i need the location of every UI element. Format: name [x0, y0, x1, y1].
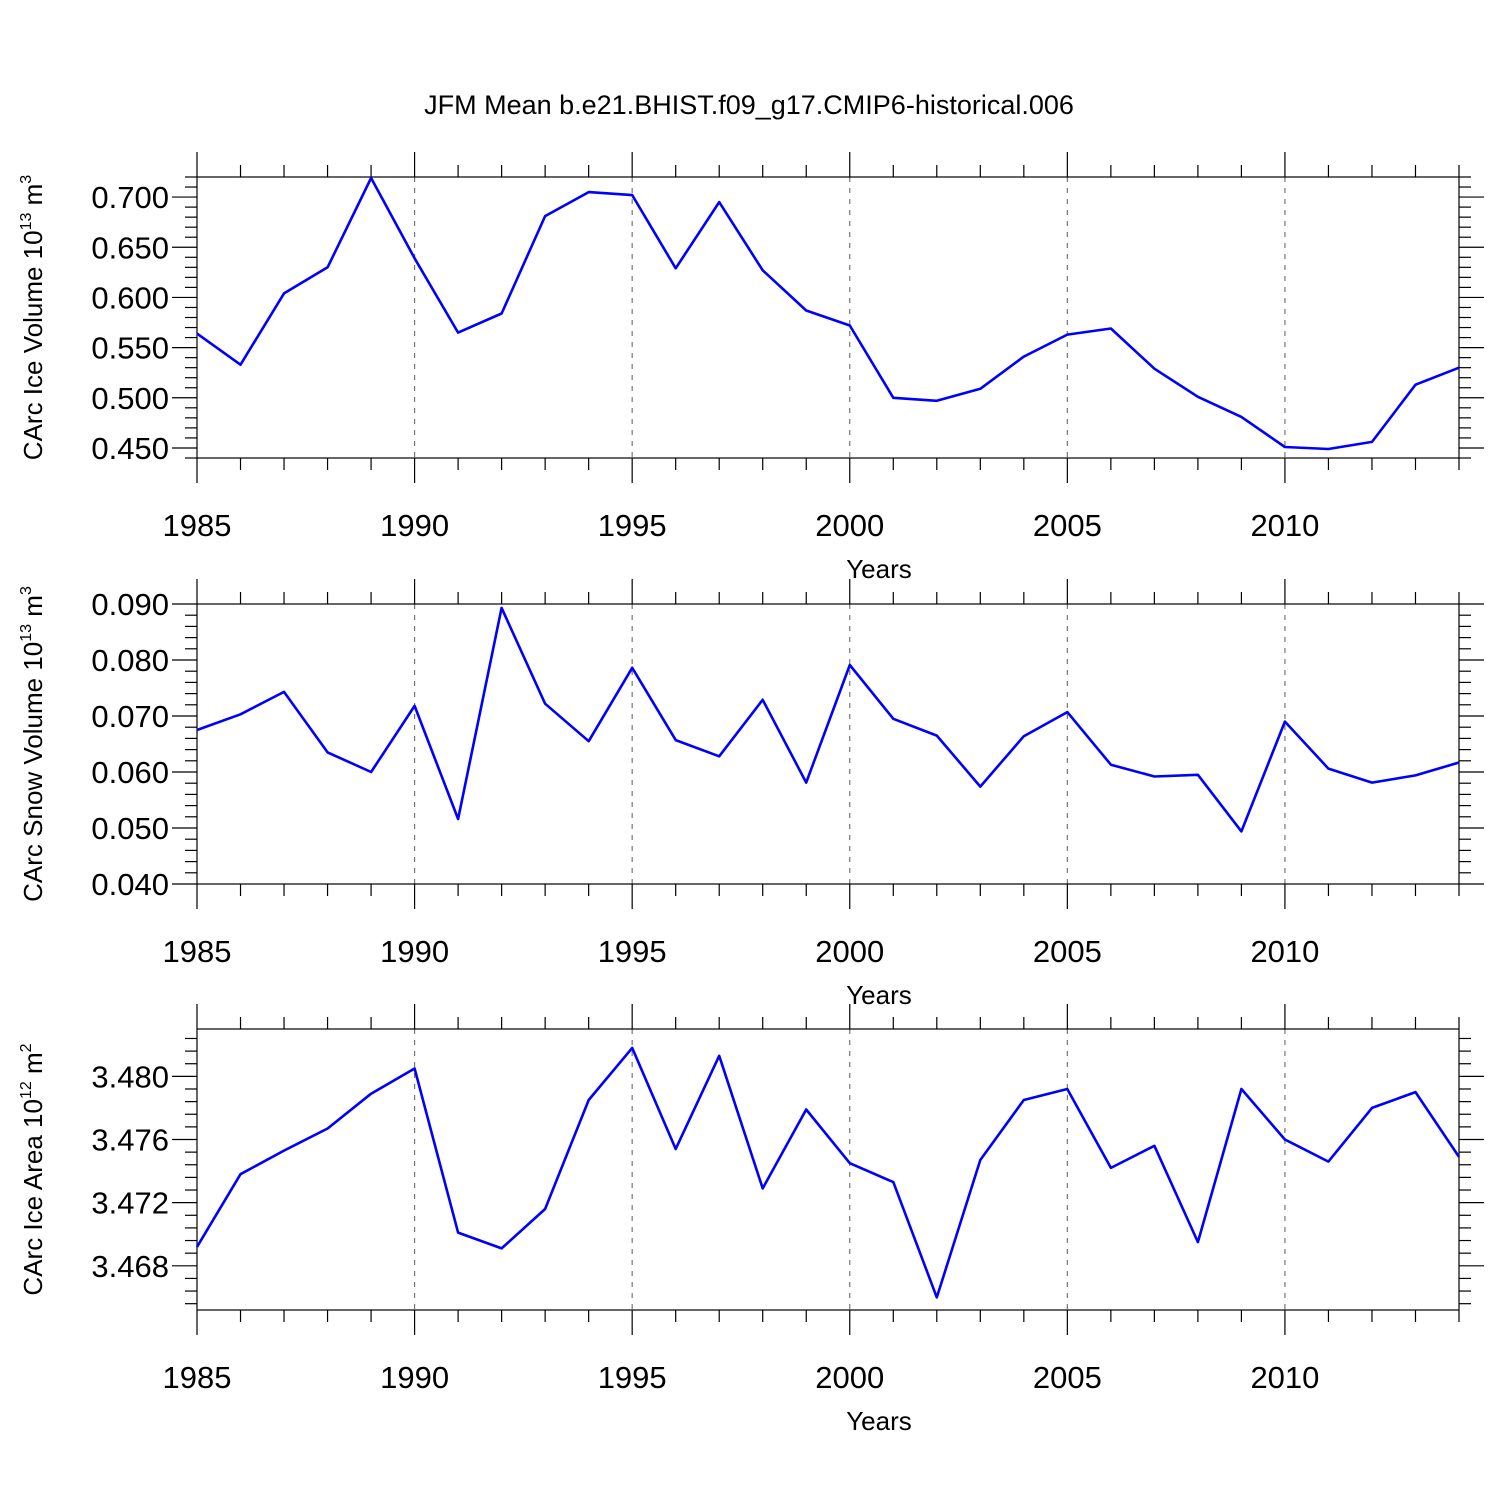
x-tick-label: 1990: [380, 508, 449, 543]
x-tick-label: 1985: [163, 1360, 232, 1395]
y-tick-label: 0.050: [91, 811, 169, 846]
panel-snow-volume: 0.040 0.050 0.060 0.070 0.080 0.090 1985 1990 19…: [18, 579, 1484, 1010]
x-tick-label: 2000: [815, 508, 884, 543]
series-line: [195, 1046, 1461, 1299]
x-tick-label: 2000: [815, 1360, 884, 1395]
y-tick-label: 3.472: [91, 1186, 169, 1221]
x-tick-label: 1995: [598, 934, 667, 969]
x-tick-label: 2005: [1033, 508, 1102, 543]
y-axis-label: CArc Ice Volume 1013 m3: [18, 175, 48, 460]
x-axis-label: Years: [846, 980, 912, 1010]
y-tick-label: 0.080: [91, 643, 169, 678]
y-tick-label: 3.480: [91, 1059, 169, 1094]
y-tick-label: 3.468: [91, 1249, 169, 1284]
y-tick-label: 0.650: [91, 230, 169, 265]
y-axis-label: CArc Ice Area 1012 m2: [18, 1043, 48, 1295]
x-tick-label: 1995: [598, 1360, 667, 1395]
y-tick-label: 0.600: [91, 280, 169, 315]
series-line: [196, 606, 1460, 833]
plot-frame: [196, 603, 1460, 885]
x-tick-label: 2005: [1033, 934, 1102, 969]
x-tick-label: 2010: [1250, 934, 1319, 969]
x-axis-label: Years: [846, 554, 912, 584]
x-tick-label: 1985: [163, 934, 232, 969]
y-tick-label: 0.070: [91, 699, 169, 734]
x-tick-label: 2005: [1033, 1360, 1102, 1395]
y-tick-label: 0.060: [91, 755, 169, 790]
x-tick-label: 1990: [380, 934, 449, 969]
y-tick-label: 0.090: [91, 587, 169, 622]
figure-title: JFM Mean b.e21.BHIST.f09_g17.CMIP6-histo…: [424, 90, 1074, 120]
y-tick-label: 0.550: [91, 331, 169, 366]
y-tick-label: 0.040: [91, 867, 169, 902]
y-tick-label: 0.450: [91, 431, 169, 466]
y-tick-label: 3.476: [91, 1123, 169, 1158]
x-tick-label: 1995: [598, 508, 667, 543]
y-tick-label: 0.500: [91, 381, 169, 416]
y-axis-label: CArc Snow Volume 1013 m3: [18, 586, 48, 902]
x-tick-label: 2000: [815, 934, 884, 969]
x-tick-label: 1990: [380, 1360, 449, 1395]
series-line: [196, 176, 1460, 451]
plot-frame: [196, 1028, 1460, 1311]
y-tick-label: 0.700: [91, 180, 169, 215]
x-tick-label: 1985: [163, 508, 232, 543]
x-tick-label: 2010: [1250, 508, 1319, 543]
panel-ice-area: 3.468 3.472 3.476 3.480 1985 1990 1995 2000 2005…: [18, 1004, 1484, 1436]
x-tick-label: 2010: [1250, 1360, 1319, 1395]
panel-ice-volume: 0.450 0.500 0.550 0.600 0.650 0.700 1985 1990 19…: [18, 152, 1484, 584]
x-axis-label: Years: [846, 1406, 912, 1436]
